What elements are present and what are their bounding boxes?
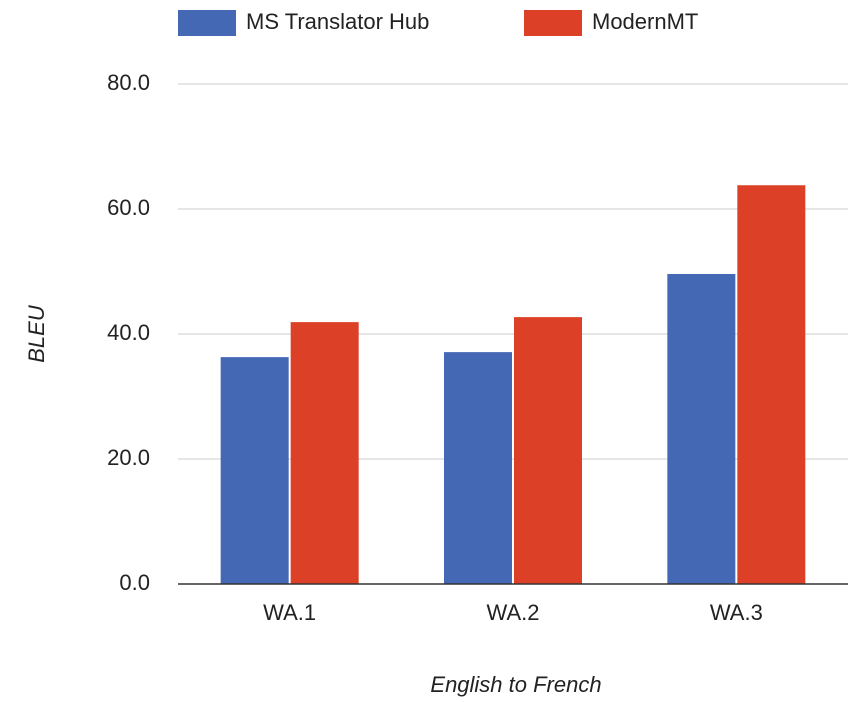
bar <box>514 317 582 584</box>
x-tick-label: WA.3 <box>710 600 763 625</box>
bar <box>667 274 736 584</box>
bar <box>290 322 359 584</box>
y-axis-title: BLEU <box>24 305 49 363</box>
y-tick-label: 20.0 <box>107 445 150 470</box>
x-tick-label: WA.1 <box>263 600 316 625</box>
legend-swatch <box>178 10 236 36</box>
y-tick-label: 40.0 <box>107 320 150 345</box>
bar <box>220 357 289 584</box>
x-tick-label: WA.2 <box>487 600 540 625</box>
legend-label: ModernMT <box>592 9 698 34</box>
y-tick-label: 80.0 <box>107 70 150 95</box>
bar <box>737 185 806 584</box>
legend-swatch <box>524 10 582 36</box>
bar <box>444 352 512 584</box>
y-tick-label: 60.0 <box>107 195 150 220</box>
legend-label: MS Translator Hub <box>246 9 429 34</box>
x-axis-title: English to French <box>430 672 601 697</box>
y-tick-label: 0.0 <box>119 570 150 595</box>
